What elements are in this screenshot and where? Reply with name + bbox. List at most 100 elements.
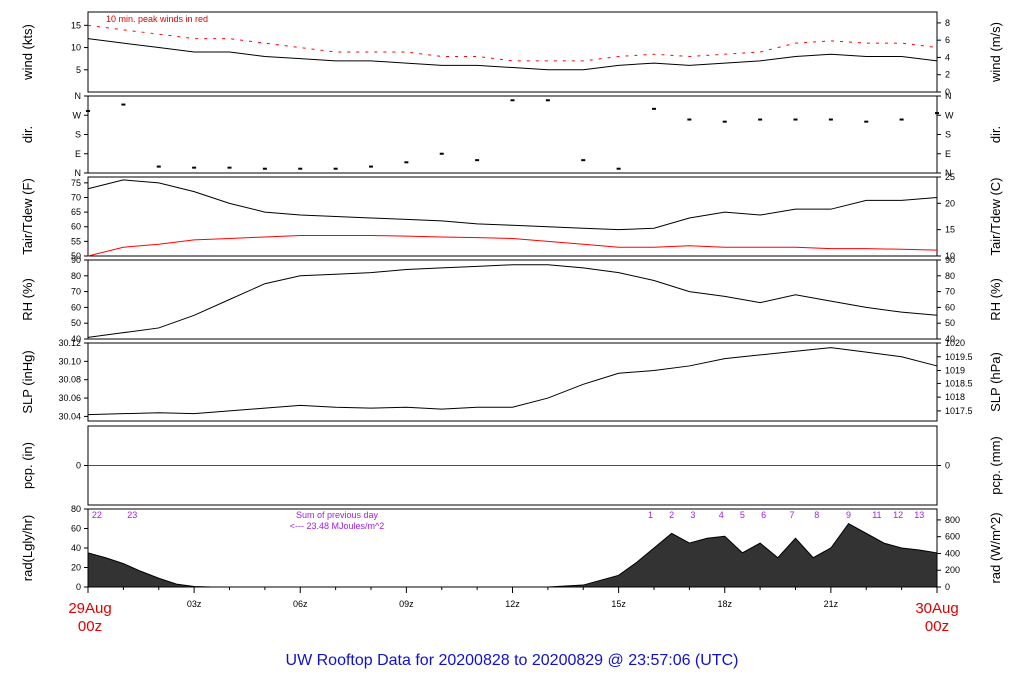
slp-left-label: SLP (inHg) — [20, 350, 35, 413]
pcp-left-tick-label: 0 — [76, 461, 81, 471]
rad-hour-label: 6 — [761, 510, 766, 520]
rad-right-label: rad (W/m^2) — [988, 512, 1003, 583]
rh-frame — [87, 259, 938, 340]
dir-point — [616, 167, 621, 170]
slp-right-tick-label: 1018.5 — [945, 378, 973, 388]
dir-left-tick-label: S — [75, 130, 81, 140]
dir-right-label: dir. — [988, 126, 1003, 143]
rad-right-tick-label: 800 — [945, 515, 960, 525]
rad-hour-label: 11 — [872, 510, 881, 520]
dir-point — [86, 109, 90, 112]
temp-left-tick-label: 55 — [71, 236, 81, 246]
slp-right-tick-label: 1019.5 — [945, 352, 973, 362]
rad-hour-label: 9 — [846, 510, 851, 520]
dir-point — [828, 118, 833, 121]
end-date-label: 30Aug — [915, 600, 958, 617]
rad-right-tick-label: 600 — [945, 532, 960, 542]
wind-series-0-line — [87, 38, 938, 71]
wind-peak-note: 10 min. peak winds in red — [106, 14, 208, 24]
dir-left-tick-label: N — [75, 91, 82, 101]
rh-right-tick-label: 40 — [945, 334, 955, 344]
dir-point — [758, 118, 763, 121]
pcp-right-tick-label: 0 — [945, 461, 950, 471]
dir-right-tick-label: N — [945, 91, 952, 101]
wind-right-tick-label: 6 — [945, 35, 950, 45]
wind-right-tick-label: 4 — [945, 52, 950, 62]
slp-right-tick-label: 1019 — [945, 366, 965, 376]
dir-point — [475, 159, 480, 162]
wind-series-1-line — [87, 24, 938, 62]
rad-hour-label: 5 — [740, 510, 745, 520]
slp-right-tick-label: 1020 — [945, 338, 965, 348]
dir-point — [864, 120, 869, 123]
rad-left-tick-label: 60 — [71, 524, 81, 534]
rad-hour-label: 2 — [669, 510, 674, 520]
rad-area — [87, 522, 938, 588]
temp-right-tick-label: 25 — [945, 172, 955, 182]
wind-left-tick-label: 15 — [71, 20, 81, 30]
rad-hour-label: 23 — [127, 510, 137, 520]
slp-left-tick-label: 30.10 — [58, 356, 81, 366]
rh-right-tick-label: 50 — [945, 318, 955, 328]
wind-right-tick-label: 2 — [945, 70, 950, 80]
panel-pcp: pcp. (in) pcp. (mm) 0 0 — [20, 425, 1003, 506]
rad-hour-label: 22 — [92, 510, 102, 520]
rad-hour-label: 4 — [719, 510, 724, 520]
slp-left-tick-label: 30.06 — [58, 393, 81, 403]
temp-right-tick-label: 15 — [945, 225, 955, 235]
temp-right-tick-label: 20 — [945, 198, 955, 208]
temp-series-tair-line — [87, 179, 938, 231]
rad-hour-label: 7 — [789, 510, 794, 520]
rad-right-tick-label: 0 — [945, 582, 950, 592]
end-time-label: 00z — [925, 618, 949, 635]
temp-left-label: Tair/Tdew (F) — [20, 178, 35, 255]
pcp-right-label: pcp. (mm) — [988, 436, 1003, 495]
x-tick-label: 21z — [824, 599, 839, 609]
slp-left-tick-label: 30.04 — [58, 411, 81, 421]
dir-frame — [87, 95, 938, 174]
rh-right-tick-label: 70 — [945, 287, 955, 297]
slp-frame — [87, 342, 938, 422]
dir-point — [262, 167, 267, 170]
rh-right-tick-label: 60 — [945, 302, 955, 312]
x-tick-label: 12z — [505, 599, 520, 609]
dir-left-tick-label: N — [75, 168, 82, 178]
dir-left-tick-label: E — [75, 149, 81, 159]
pcp-left-label: pcp. (in) — [20, 442, 35, 489]
slp-right-tick-label: 1017.5 — [945, 406, 973, 416]
dir-point — [369, 165, 373, 168]
dir-point — [545, 99, 550, 102]
wind-right-tick-label: 8 — [945, 18, 950, 28]
dir-point — [439, 152, 444, 155]
wind-left-label: wind (kts) — [20, 24, 35, 81]
rad-left-tick-label: 40 — [71, 543, 81, 553]
rad-left-label: rad(Lgly/hr) — [20, 515, 35, 581]
x-tick-label: 06z — [293, 599, 308, 609]
wind-left-tick-label: 5 — [76, 65, 81, 75]
temp-right-label: Tair/Tdew (C) — [988, 177, 1003, 255]
panel-wind: wind (kts) wind (m/s) 5 10 15 0 2 4 6 8 10 min. pe… — [20, 11, 1003, 97]
temp-left-tick-label: 75 — [71, 178, 81, 188]
dir-point — [192, 166, 197, 169]
rad-left-tick-label: 80 — [71, 504, 81, 514]
dir-right-tick-label: N — [945, 168, 952, 178]
rh-right-label: RH (%) — [988, 278, 1003, 321]
rad-sum-title: Sum of previous day — [296, 510, 379, 520]
rh-left-tick-label: 40 — [71, 334, 81, 344]
dir-left-tick-label: W — [73, 110, 82, 120]
slp-right-label: SLP (hPa) — [988, 352, 1003, 412]
rh-left-tick-label: 50 — [71, 318, 81, 328]
dir-point — [687, 118, 692, 121]
temp-left-tick-label: 60 — [71, 222, 81, 232]
x-tick-label: 09z — [399, 599, 414, 609]
rh-left-tick-label: 80 — [71, 271, 81, 281]
rh-left-label: RH (%) — [20, 278, 35, 321]
dir-point — [935, 112, 939, 115]
panel-rh: RH (%) RH (%) 40 50 60 70 80 90 40 50 60 70 80 90 — [20, 255, 1003, 344]
dir-point — [227, 166, 232, 169]
dir-point — [156, 165, 161, 168]
temp-frame — [87, 176, 938, 257]
dir-right-tick-label: W — [945, 110, 954, 120]
